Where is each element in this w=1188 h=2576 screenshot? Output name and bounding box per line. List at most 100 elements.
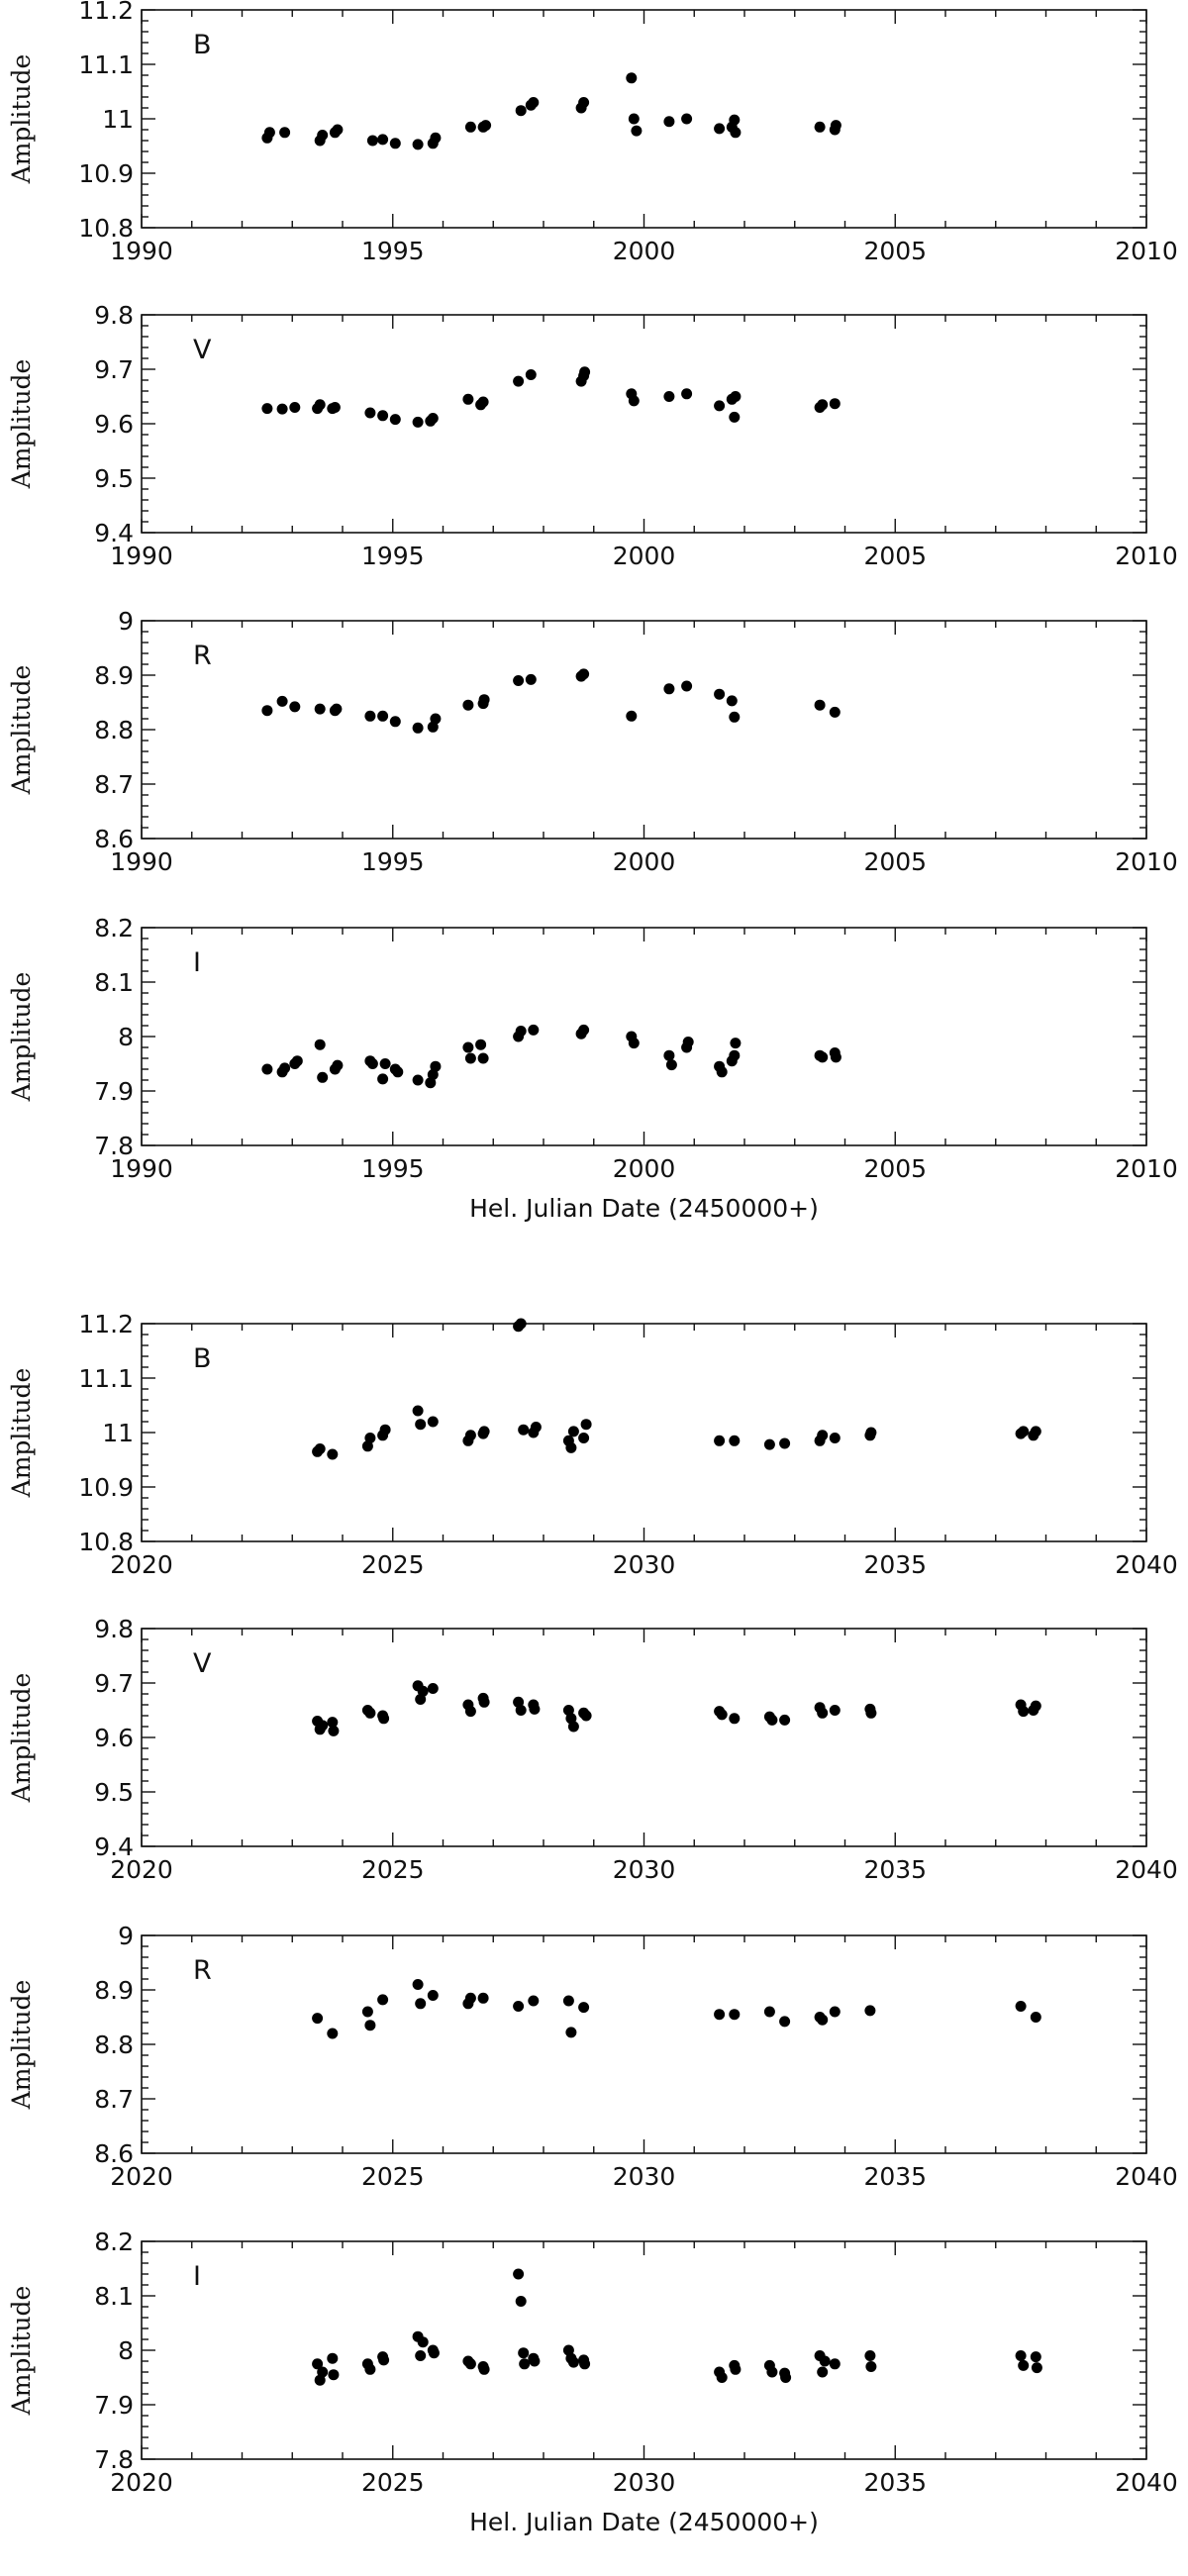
data-point bbox=[464, 1706, 476, 1718]
data-point bbox=[567, 2356, 579, 2368]
data-point bbox=[578, 1433, 590, 1443]
data-point bbox=[477, 1992, 489, 2004]
data-point bbox=[830, 1051, 842, 1063]
data-point bbox=[291, 1055, 303, 1067]
y-tick-label: 9.6 bbox=[94, 1724, 134, 1752]
data-point bbox=[829, 2358, 841, 2370]
data-point bbox=[1030, 1700, 1041, 1712]
data-point bbox=[766, 2366, 778, 2378]
data-point bbox=[730, 2363, 742, 2375]
plot-frame bbox=[141, 1934, 1147, 2154]
data-point bbox=[578, 97, 590, 108]
data-point bbox=[567, 1721, 579, 1733]
data-point bbox=[530, 1422, 542, 1433]
data-point bbox=[427, 1069, 439, 1080]
y-axis-label: Amplitude bbox=[7, 54, 36, 185]
band-label: B bbox=[193, 30, 212, 60]
data-point bbox=[289, 701, 301, 713]
y-tick-label: 11.2 bbox=[78, 0, 134, 25]
data-point bbox=[663, 116, 675, 128]
data-point bbox=[364, 1707, 376, 1719]
data-point bbox=[515, 1318, 527, 1330]
data-point bbox=[513, 2001, 525, 2012]
data-point bbox=[578, 1024, 590, 1036]
band-label: R bbox=[193, 641, 212, 671]
y-tick-label: 7.8 bbox=[94, 1132, 134, 1160]
data-point bbox=[389, 138, 401, 149]
y-tick-label: 11.1 bbox=[78, 50, 134, 79]
data-point bbox=[814, 699, 826, 711]
data-point bbox=[364, 2020, 376, 2031]
y-axis-label: Amplitude bbox=[7, 1980, 36, 2111]
data-point bbox=[477, 396, 489, 408]
y-tick-label: 10.9 bbox=[78, 1473, 134, 1502]
x-tick-label: 2025 bbox=[361, 2162, 425, 2191]
y-axis-label: Amplitude bbox=[7, 359, 36, 490]
x-tick-label: 2020 bbox=[110, 2468, 173, 2497]
data-point bbox=[763, 1438, 775, 1450]
data-point bbox=[276, 403, 288, 415]
y-tick-label: 11.1 bbox=[78, 1364, 134, 1393]
data-point bbox=[626, 72, 638, 84]
data-point bbox=[478, 1696, 490, 1708]
data-point bbox=[428, 2347, 440, 2359]
data-point bbox=[475, 1039, 487, 1050]
panel-bottom-i: 2020 2025 2030 2035 2040 7.8 7.9 8 8.1 8.2 Amplitu… bbox=[7, 2228, 1178, 2536]
data-point bbox=[389, 414, 401, 426]
data-point bbox=[464, 2358, 476, 2370]
y-tick-label: 8.1 bbox=[94, 968, 134, 997]
data-point bbox=[525, 673, 537, 685]
y-tick-label: 8.9 bbox=[94, 1976, 134, 2005]
data-point bbox=[279, 1062, 291, 1074]
data-point bbox=[726, 695, 738, 707]
data-point bbox=[665, 1059, 677, 1071]
x-tick-label: 2035 bbox=[863, 1550, 927, 1579]
data-point bbox=[361, 2006, 373, 2018]
data-point bbox=[279, 127, 291, 139]
data-point bbox=[714, 400, 726, 412]
data-point bbox=[528, 1995, 540, 2007]
data-point bbox=[729, 411, 741, 423]
data-point bbox=[327, 1717, 339, 1729]
data-point bbox=[628, 113, 640, 125]
x-tick-label: 2025 bbox=[361, 1855, 425, 1884]
data-point bbox=[364, 2363, 376, 2375]
data-point bbox=[366, 135, 378, 147]
data-point bbox=[1018, 1706, 1030, 1718]
data-point bbox=[377, 410, 389, 422]
data-point bbox=[565, 2027, 577, 2038]
data-point bbox=[817, 1051, 829, 1063]
y-tick-label: 7.9 bbox=[94, 2391, 134, 2420]
data-point bbox=[464, 1430, 476, 1441]
y-tick-label: 8 bbox=[118, 1023, 134, 1051]
data-point bbox=[261, 403, 273, 415]
data-point bbox=[415, 2350, 427, 2361]
data-point bbox=[716, 1709, 728, 1721]
y-tick-label: 9.6 bbox=[94, 410, 134, 439]
data-point bbox=[865, 1707, 877, 1719]
data-point bbox=[478, 1426, 490, 1437]
data-point bbox=[312, 2358, 324, 2370]
y-tick-label: 11 bbox=[102, 105, 134, 134]
data-point bbox=[729, 1435, 741, 1446]
data-point bbox=[528, 1024, 540, 1036]
x-tick-label: 2000 bbox=[613, 237, 676, 265]
x-tick-label: 1995 bbox=[361, 237, 425, 265]
data-point bbox=[780, 2372, 792, 2383]
x-tick-label: 2025 bbox=[361, 2468, 425, 2497]
panel-top-r: 1990 1995 2000 2005 2010 8.6 8.7 8.8 8.9 9 Amplitu… bbox=[7, 607, 1178, 876]
data-point bbox=[377, 1073, 389, 1085]
data-point bbox=[412, 1405, 424, 1417]
y-tick-label: 9 bbox=[118, 607, 134, 636]
y-tick-label: 8.6 bbox=[94, 2139, 134, 2168]
data-point bbox=[830, 120, 842, 132]
data-point bbox=[378, 2354, 390, 2366]
data-point bbox=[580, 1710, 592, 1722]
x-tick-label: 2010 bbox=[1115, 1154, 1178, 1183]
y-axis-label: Amplitude bbox=[7, 1368, 36, 1499]
data-point bbox=[477, 1052, 489, 1064]
data-point bbox=[478, 2363, 490, 2375]
panel-bottom-v: 2020 2025 2030 2035 2040 9.4 9.5 9.6 9.7 9.8 Ampli… bbox=[7, 1615, 1178, 1884]
band-label: I bbox=[193, 2261, 201, 2292]
data-point bbox=[417, 1685, 429, 1697]
